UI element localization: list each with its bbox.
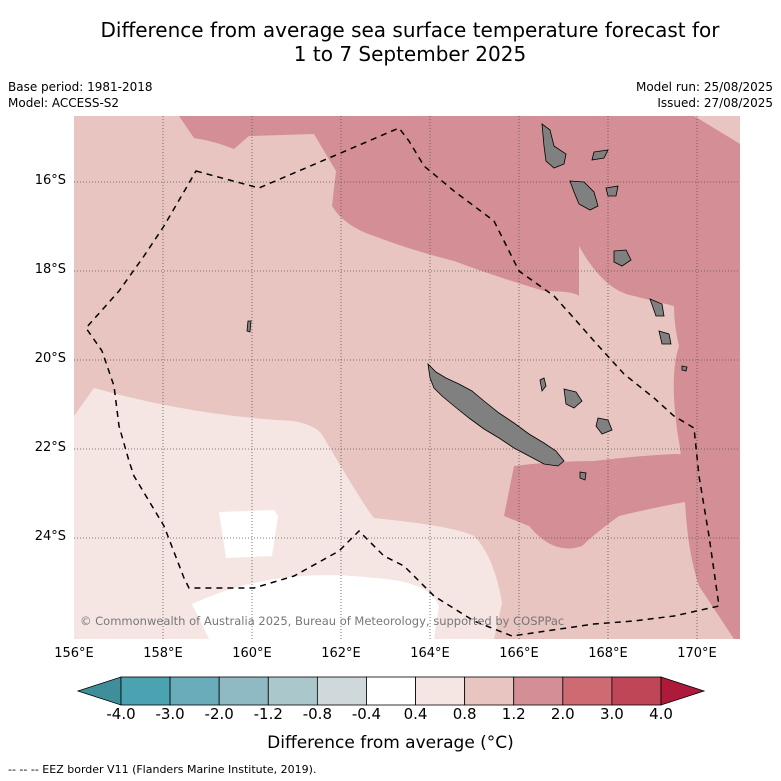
- colorbar-tick-label: 4.0: [649, 705, 673, 723]
- lon-label-162e: 162°E: [321, 646, 361, 661]
- title-line-2: 1 to 7 September 2025: [293, 42, 527, 66]
- colorbar-segment: [415, 676, 466, 706]
- lat-label-20s: 20°S: [34, 351, 66, 366]
- colorbar-tick-label: 0.4: [403, 705, 428, 723]
- lat-label-22s: 22°S: [34, 440, 66, 455]
- eez-border: [85, 127, 720, 637]
- model-run: Model run: 25/08/2025: [635, 80, 773, 94]
- vanuatu-island-2: [569, 180, 599, 211]
- lat-label-16s: 16°S: [34, 173, 66, 188]
- vanuatu-island-7: [658, 330, 672, 345]
- colorbar-segment: [267, 676, 318, 706]
- colorbar-tick-label: -1.2: [253, 705, 283, 723]
- lon-label-166e: 166°E: [499, 646, 539, 661]
- vanuatu-island-5: [613, 249, 632, 267]
- base-period: Base period: 1981-2018: [8, 80, 153, 94]
- issued-date: Issued: 27/08/2025: [657, 96, 773, 110]
- colorbar-tick-label: -3.0: [155, 705, 185, 723]
- colorbar-tick-label: 2.0: [550, 705, 575, 723]
- lon-label-158e: 158°E: [143, 646, 183, 661]
- anomaly-field-high-south: [504, 451, 740, 549]
- colorbar-segment: [464, 676, 515, 706]
- vanuatu-island-1: [541, 123, 567, 169]
- island-loyalty-3: [539, 377, 547, 392]
- lon-label-168e: 168°E: [588, 646, 628, 661]
- vanuatu-island-4: [605, 185, 619, 197]
- colorbar-tick-label: -0.4: [351, 705, 382, 723]
- colorbar-segment: [611, 676, 662, 706]
- vanuatu-island-3: [591, 149, 609, 161]
- colorbar-segment: [120, 676, 171, 706]
- island-small-2: [579, 471, 587, 481]
- anomaly-field-low: [74, 388, 502, 639]
- island-small-1: [246, 320, 252, 333]
- colorbar-tick-label: -2.0: [204, 705, 234, 723]
- title-line-1: Difference from average sea surface temp…: [100, 18, 720, 42]
- vanuatu-island-6: [649, 298, 665, 317]
- colorbar-tick-label: 1.2: [501, 705, 526, 723]
- colorbar-tick-label: 3.0: [599, 705, 624, 723]
- lat-label-24s: 24°S: [34, 529, 66, 544]
- lon-label-156e: 156°E: [54, 646, 94, 661]
- colorbar: [76, 675, 706, 707]
- island-loyalty-2: [595, 417, 613, 435]
- anomaly-field-neutral-2: [192, 575, 439, 639]
- anomaly-field-corner: [694, 116, 740, 144]
- landmasses: [246, 123, 688, 481]
- new-caledonia-island: [427, 362, 565, 467]
- colorbar-segment: [513, 676, 564, 706]
- colorbar-tick-label: -0.8: [302, 705, 332, 723]
- copyright-notice: © Commonwealth of Australia 2025, Bureau…: [80, 614, 565, 628]
- colorbar-extend-high: [660, 676, 706, 706]
- colorbar-segment: [316, 676, 367, 706]
- colorbar-segment: [218, 676, 269, 706]
- chart-title: Difference from average sea surface temp…: [0, 18, 781, 66]
- map-panel: [74, 116, 740, 639]
- model-name: Model: ACCESS-S2: [8, 96, 120, 110]
- island-loyalty-1: [563, 388, 583, 409]
- colorbar-segment: [366, 676, 416, 706]
- colorbar-extend-low: [76, 676, 122, 706]
- lat-label-18s: 18°S: [34, 262, 66, 277]
- meta-left: Base period: 1981-2018 Model: ACCESS-S2: [8, 79, 153, 111]
- lon-label-160e: 160°E: [232, 646, 272, 661]
- colorbar-segment: [562, 676, 613, 706]
- colorbar-tick-label: -4.0: [106, 705, 136, 723]
- island-small-3: [681, 365, 688, 372]
- anomaly-field-high-north: [179, 116, 740, 639]
- lon-label-170e: 170°E: [677, 646, 717, 661]
- colorbar-label: Difference from average (°C): [267, 733, 514, 753]
- lon-label-164e: 164°E: [410, 646, 450, 661]
- anomaly-field-neutral-1: [219, 510, 278, 558]
- meta-right: Model run: 25/08/2025 Issued: 27/08/2025: [636, 79, 773, 111]
- colorbar-tick-label: 0.8: [452, 705, 477, 723]
- eez-legend: -- -- -- EEZ border V11 (Flanders Marine…: [8, 763, 317, 776]
- colorbar-segment: [169, 676, 220, 706]
